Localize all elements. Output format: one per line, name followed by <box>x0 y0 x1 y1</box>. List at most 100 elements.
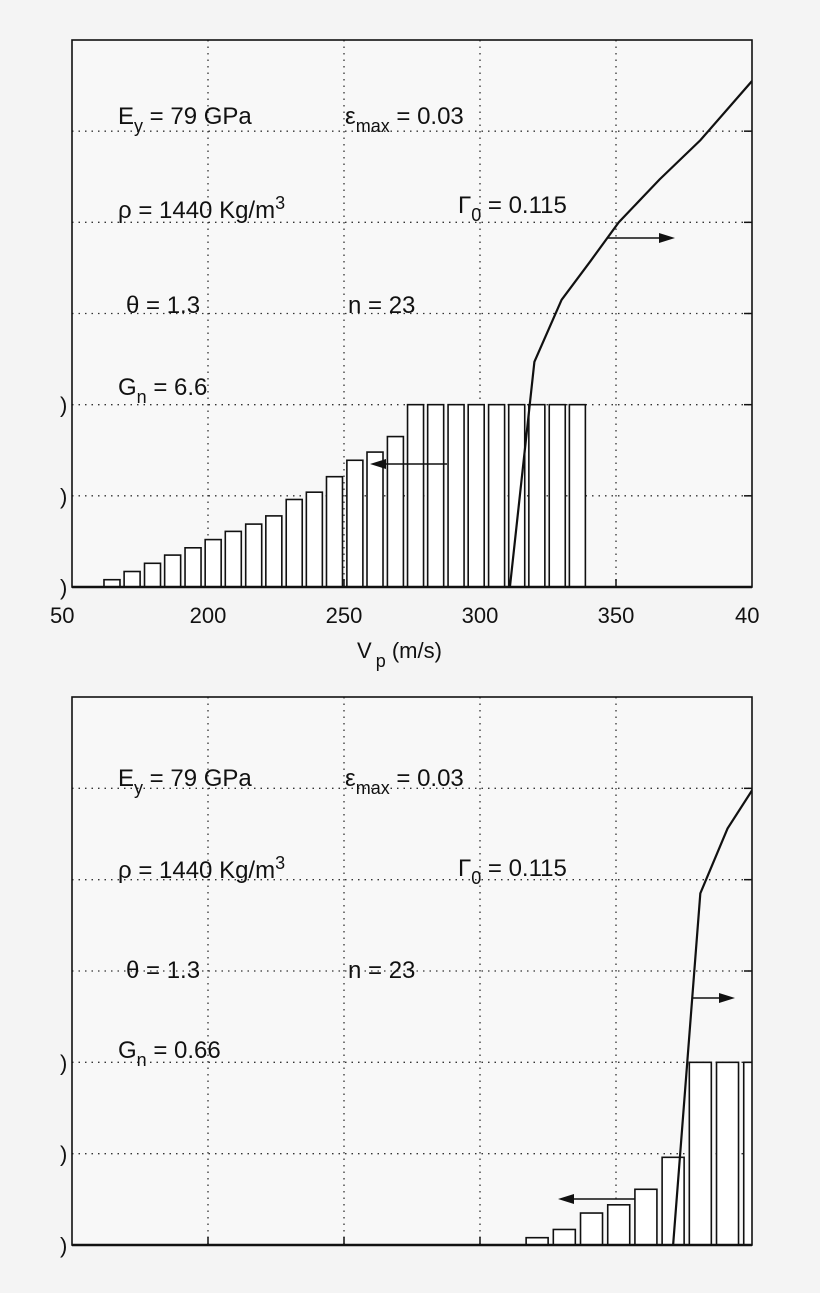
annotation-main: ρ = 1440 Kg/m <box>118 857 275 884</box>
xlabel-unit: (m/s) <box>386 638 442 663</box>
annotation: εmax = 0.03 <box>345 765 464 798</box>
bar <box>525 1236 549 1245</box>
annotation: Γ0 = 0.115 <box>458 192 567 225</box>
annotation: n = 23 <box>348 292 415 319</box>
left-tick-label-cropped: ) <box>60 1050 67 1075</box>
annotation-main: Γ <box>458 855 471 882</box>
annotation-value: = 0.66 <box>147 1037 221 1064</box>
bars <box>525 1061 752 1245</box>
bar <box>285 498 304 587</box>
annotation-superscript: 3 <box>275 853 285 873</box>
bar <box>426 403 445 587</box>
annotation: θ = 1.3 <box>126 292 200 319</box>
bar <box>265 515 283 587</box>
x-tick-label: 300 <box>462 603 499 628</box>
annotation-main: E <box>118 765 134 792</box>
left-tick-label-cropped: ) <box>60 1233 67 1258</box>
annotation-main: n = 23 <box>348 292 415 319</box>
annotation: ρ = 1440 Kg/m3 <box>118 853 285 884</box>
gamma-curve <box>508 80 752 587</box>
annotation-main: n = 23 <box>348 957 415 984</box>
annotation-main: Γ <box>458 192 471 219</box>
bar <box>742 1061 752 1245</box>
x-tick-label: 40 <box>735 603 759 628</box>
annotation-value: = 79 GPa <box>143 765 252 792</box>
bar <box>305 491 324 587</box>
annotation-value: = 0.115 <box>481 855 567 882</box>
annotation-main: ε <box>345 765 356 792</box>
x-tick-label: 50 <box>50 603 74 628</box>
bar <box>568 403 587 587</box>
annotation-superscript: 3 <box>275 193 285 213</box>
x-tick-label: 350 <box>598 603 635 628</box>
bar <box>406 403 425 587</box>
xlabel-subscript: p <box>376 651 386 671</box>
chart-panel-bottom: ))) Ey = 79 GPa εmax = 0.03 ρ = 1440 Kg/m3 Γ… <box>60 696 753 1258</box>
annotation-subscript: n <box>137 387 147 407</box>
arrow-head-icon <box>659 233 675 243</box>
bar <box>552 1228 577 1245</box>
annotation-main: E <box>118 103 134 130</box>
bars <box>103 403 587 587</box>
annotation-subscript: 0 <box>471 868 481 888</box>
annotation-main: G <box>118 374 137 401</box>
annotation-subscript: max <box>356 116 390 136</box>
bar <box>634 1188 658 1245</box>
bar <box>366 451 384 587</box>
bar <box>163 554 182 587</box>
bar <box>548 403 567 587</box>
annotation: εmax = 0.03 <box>345 103 464 136</box>
annotation-value: = 79 GPa <box>143 103 252 130</box>
annotation: Gn = 6.6 <box>118 374 207 407</box>
bar <box>447 403 465 587</box>
bar <box>325 475 344 587</box>
annotation: Ey = 79 GPa <box>118 765 252 798</box>
arrow-head-icon <box>558 1194 574 1204</box>
x-tick-label: 250 <box>326 603 363 628</box>
bar <box>467 403 485 587</box>
bar <box>528 403 546 587</box>
annotation: Ey = 79 GPa <box>118 103 252 136</box>
xlabel-main: V <box>357 638 372 663</box>
annotation: ρ = 1440 Kg/m3 <box>118 193 285 224</box>
bar <box>204 538 222 587</box>
annotation-subscript: 0 <box>471 205 481 225</box>
arrow-head-icon <box>719 993 735 1003</box>
left-tick-label-cropped: ) <box>60 393 67 418</box>
bar <box>346 459 364 587</box>
bar <box>244 523 263 587</box>
annotation: Gn = 0.66 <box>118 1037 221 1070</box>
left-tick-label-cropped: ) <box>60 484 67 509</box>
bar <box>715 1061 740 1245</box>
annotation-value: = 0.115 <box>481 192 567 219</box>
bar <box>123 570 141 587</box>
annotation-subscript: y <box>134 116 143 136</box>
annotation-value: = 0.03 <box>390 765 464 792</box>
left-tick-label-cropped: ) <box>60 1142 67 1167</box>
annotation-value: = 0.03 <box>390 103 464 130</box>
annotation-main: ρ = 1440 Kg/m <box>118 197 275 224</box>
arrow-head-icon <box>370 459 386 469</box>
left-tick-label-cropped: ) <box>60 575 67 600</box>
bar <box>386 435 405 587</box>
gamma-curve <box>672 788 752 1245</box>
bar <box>224 530 243 587</box>
bar <box>606 1204 631 1245</box>
annotation-value: = 6.6 <box>147 374 208 401</box>
annotation-subscript: y <box>134 778 143 798</box>
annotation: n = 23 <box>348 957 415 984</box>
annotation-subscript: max <box>356 778 390 798</box>
annotation: θ = 1.3 <box>126 957 200 984</box>
bar <box>487 403 506 587</box>
bar <box>143 562 162 587</box>
bar <box>688 1061 713 1245</box>
annotation-main: G <box>118 1037 137 1064</box>
bar <box>184 546 202 587</box>
annotation: Γ0 = 0.115 <box>458 855 567 888</box>
annotation-subscript: n <box>137 1050 147 1070</box>
annotation-main: θ = 1.3 <box>126 957 200 984</box>
chart-panel-top: ))) Ey = 79 GPa εmax = 0.03 ρ = 1440 Kg/m3 Γ… <box>50 39 759 671</box>
annotation-main: ε <box>345 103 356 130</box>
bar <box>579 1212 604 1245</box>
